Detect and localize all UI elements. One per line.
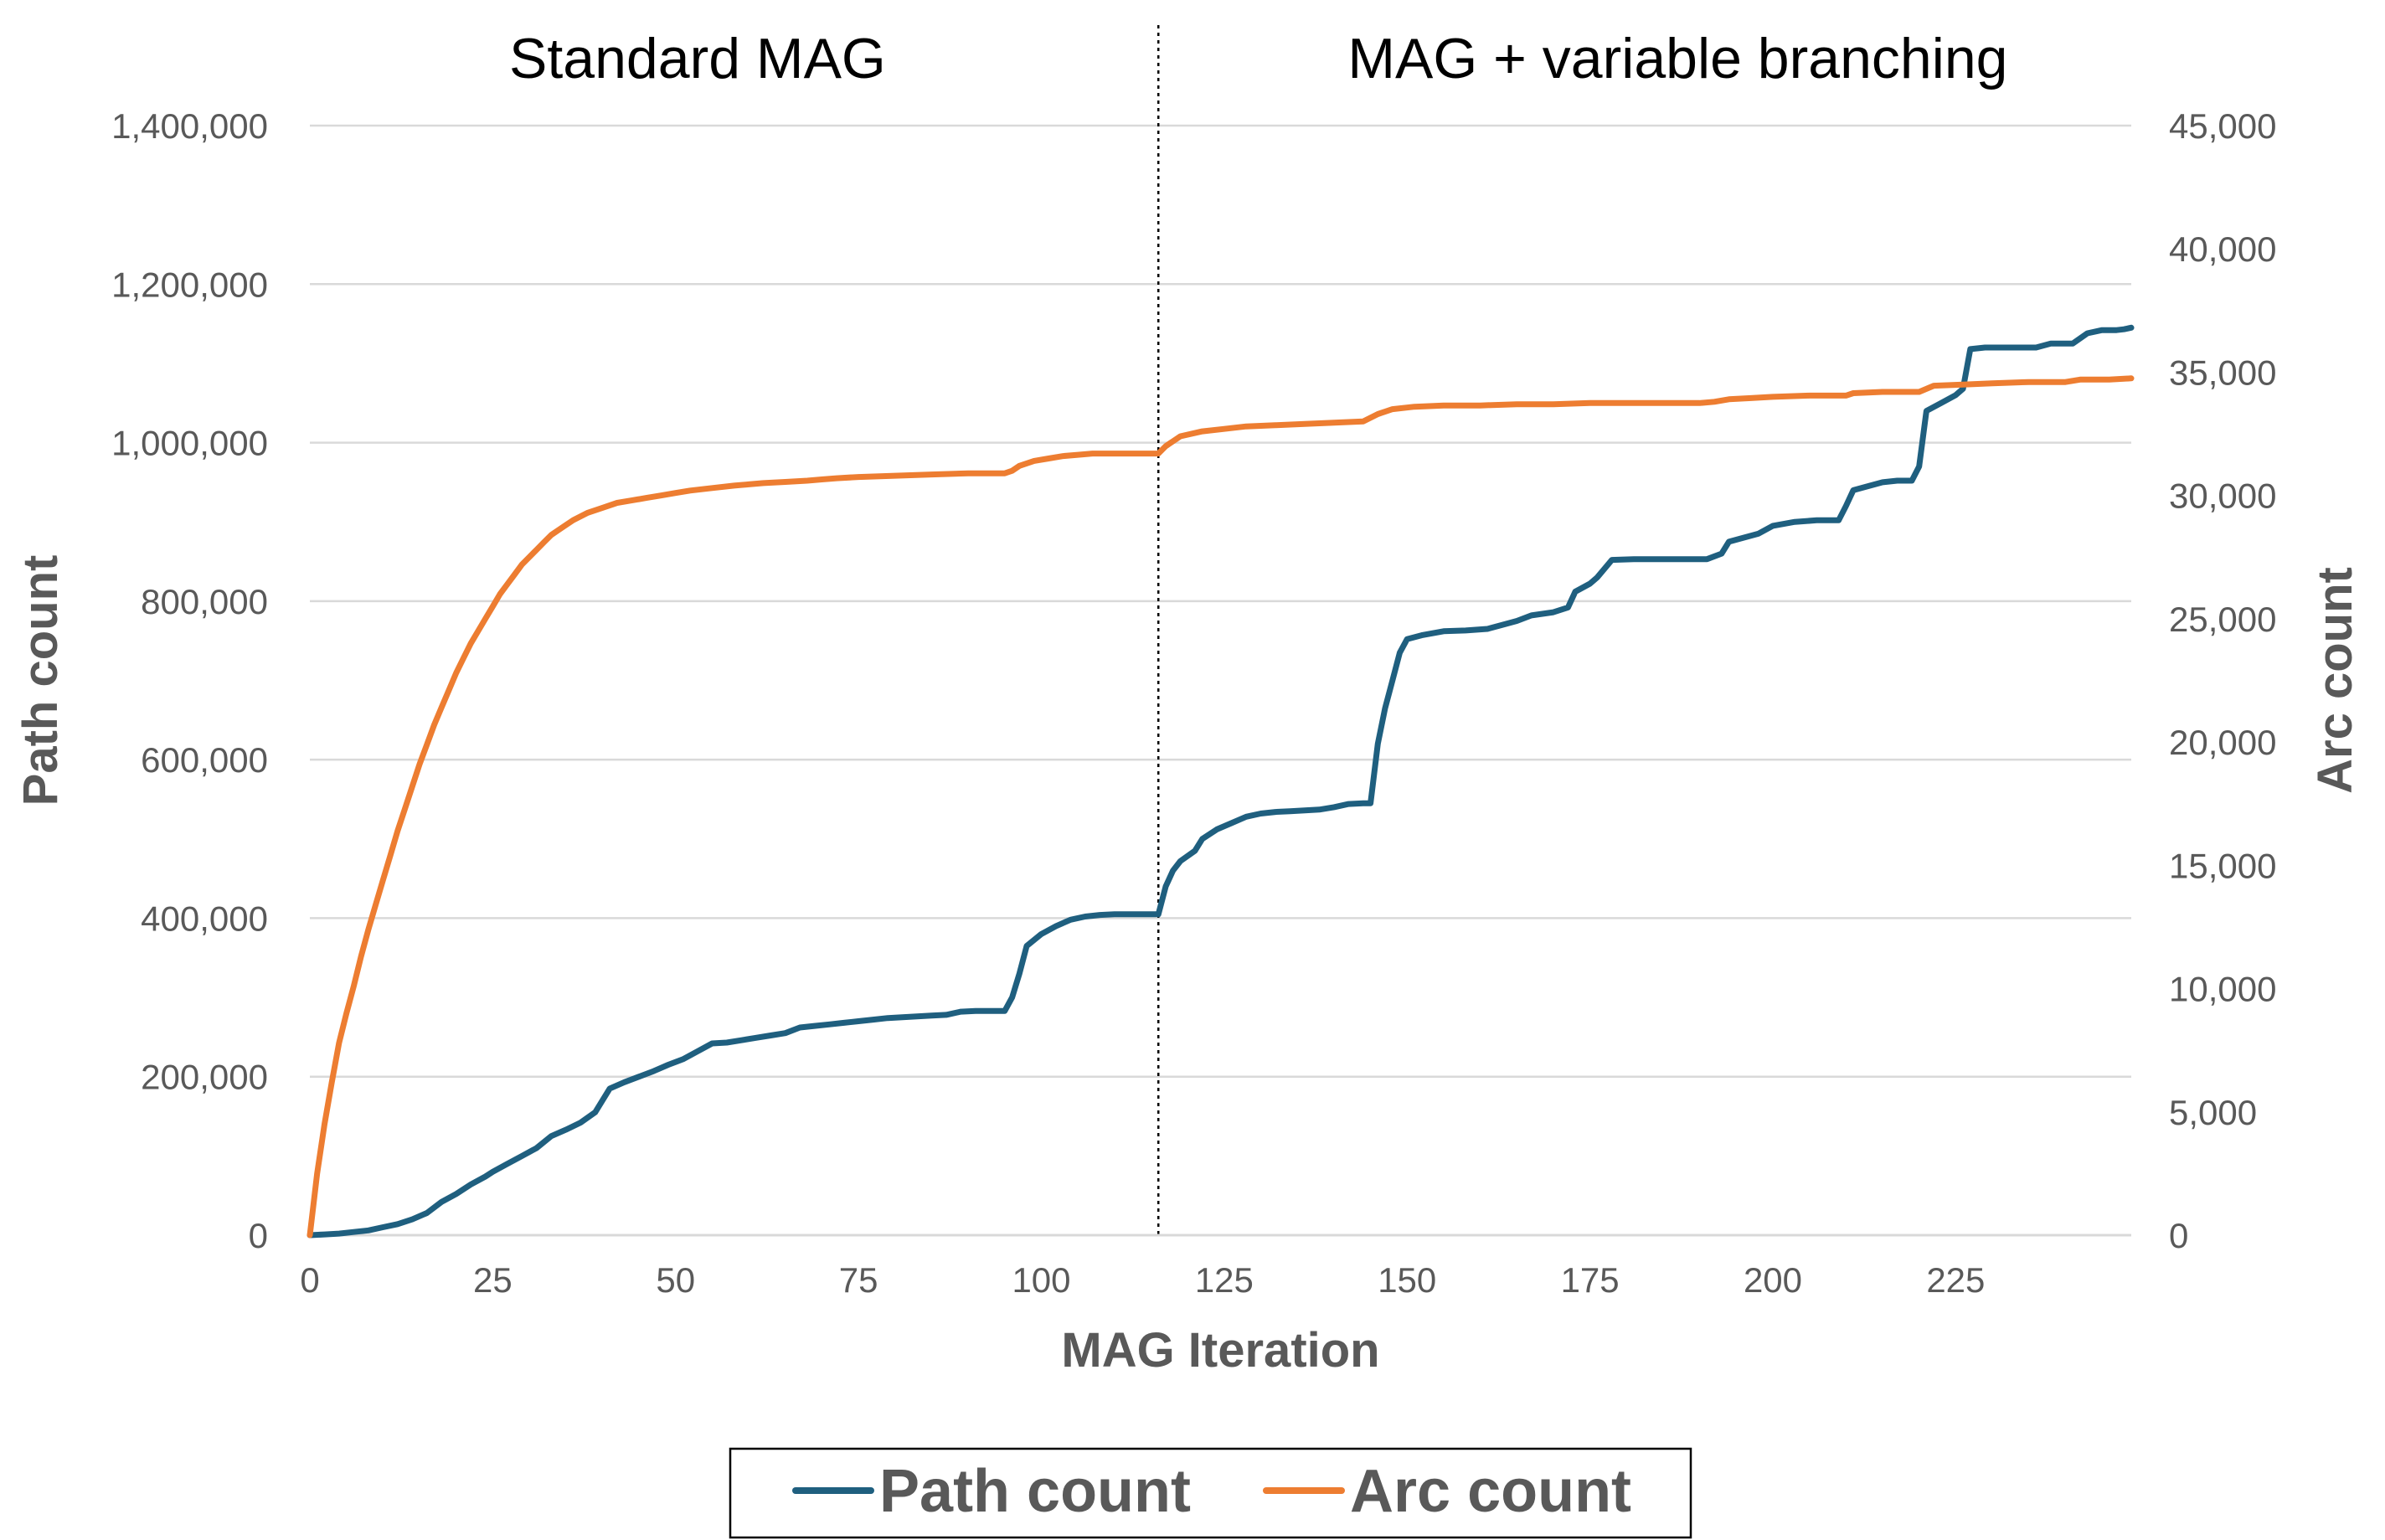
section-label-variable-branching: MAG + variable branching bbox=[1347, 27, 2007, 90]
x-tick-label: 75 bbox=[839, 1260, 878, 1300]
y2-tick-label: 25,000 bbox=[2169, 600, 2276, 639]
y2-tick-label: 0 bbox=[2169, 1216, 2188, 1255]
x-tick-label: 100 bbox=[1012, 1260, 1070, 1300]
y-axis-title: Path count bbox=[13, 555, 68, 806]
legend-label-path-count: Path count bbox=[879, 1458, 1191, 1525]
x-tick-label: 125 bbox=[1195, 1260, 1254, 1300]
y-tick-label: 1,400,000 bbox=[111, 106, 268, 146]
series-lines bbox=[306, 324, 2135, 1239]
y-tick-label: 0 bbox=[249, 1216, 268, 1255]
x-tick-label: 175 bbox=[1561, 1260, 1620, 1300]
y2-tick-label: 35,000 bbox=[2169, 353, 2276, 392]
y2-axis-ticks: 0 5,000 10,000 15,000 20,000 25,000 30,000 35,0… bbox=[2169, 106, 2276, 1255]
y2-tick-label: 5,000 bbox=[2169, 1093, 2257, 1132]
y2-tick-label: 30,000 bbox=[2169, 476, 2276, 516]
y-tick-label: 1,200,000 bbox=[111, 265, 268, 304]
y2-axis-title: Arc count bbox=[2308, 567, 2362, 794]
y-axis-ticks: 0 200,000 400,000 600,000 800,000 1,000,000 1,… bbox=[111, 106, 268, 1255]
y2-tick-label: 45,000 bbox=[2169, 106, 2276, 146]
x-tick-label: 25 bbox=[473, 1260, 513, 1300]
y2-tick-label: 40,000 bbox=[2169, 229, 2276, 269]
y-tick-label: 1,000,000 bbox=[111, 424, 268, 463]
y2-tick-label: 20,000 bbox=[2169, 723, 2276, 762]
legend: Path count Arc count bbox=[729, 1447, 1692, 1539]
x-tick-label: 0 bbox=[300, 1260, 319, 1300]
y-tick-label: 800,000 bbox=[141, 582, 268, 621]
y2-tick-label: 15,000 bbox=[2169, 846, 2276, 885]
gridlines bbox=[310, 124, 2131, 1078]
legend-label-arc-count: Arc count bbox=[1350, 1458, 1631, 1525]
legend-box bbox=[729, 1447, 1692, 1539]
y-tick-label: 600,000 bbox=[141, 740, 268, 780]
x-tick-label: 225 bbox=[1926, 1260, 1985, 1300]
series-line-arc-count bbox=[306, 375, 2135, 1239]
series-line-path-count bbox=[306, 324, 2135, 1239]
y-tick-label: 400,000 bbox=[141, 899, 268, 938]
y-tick-label: 200,000 bbox=[141, 1058, 268, 1097]
x-tick-label: 200 bbox=[1744, 1260, 1802, 1300]
x-axis-title: MAG Iteration bbox=[1061, 1323, 1379, 1378]
y2-tick-label: 10,000 bbox=[2169, 970, 2276, 1009]
x-tick-label: 50 bbox=[656, 1260, 695, 1300]
section-label-standard: Standard MAG bbox=[509, 27, 886, 90]
x-tick-label: 150 bbox=[1378, 1260, 1436, 1300]
x-axis-ticks: 0 25 50 75 100 125 150 175 200 225 bbox=[300, 1260, 1985, 1300]
